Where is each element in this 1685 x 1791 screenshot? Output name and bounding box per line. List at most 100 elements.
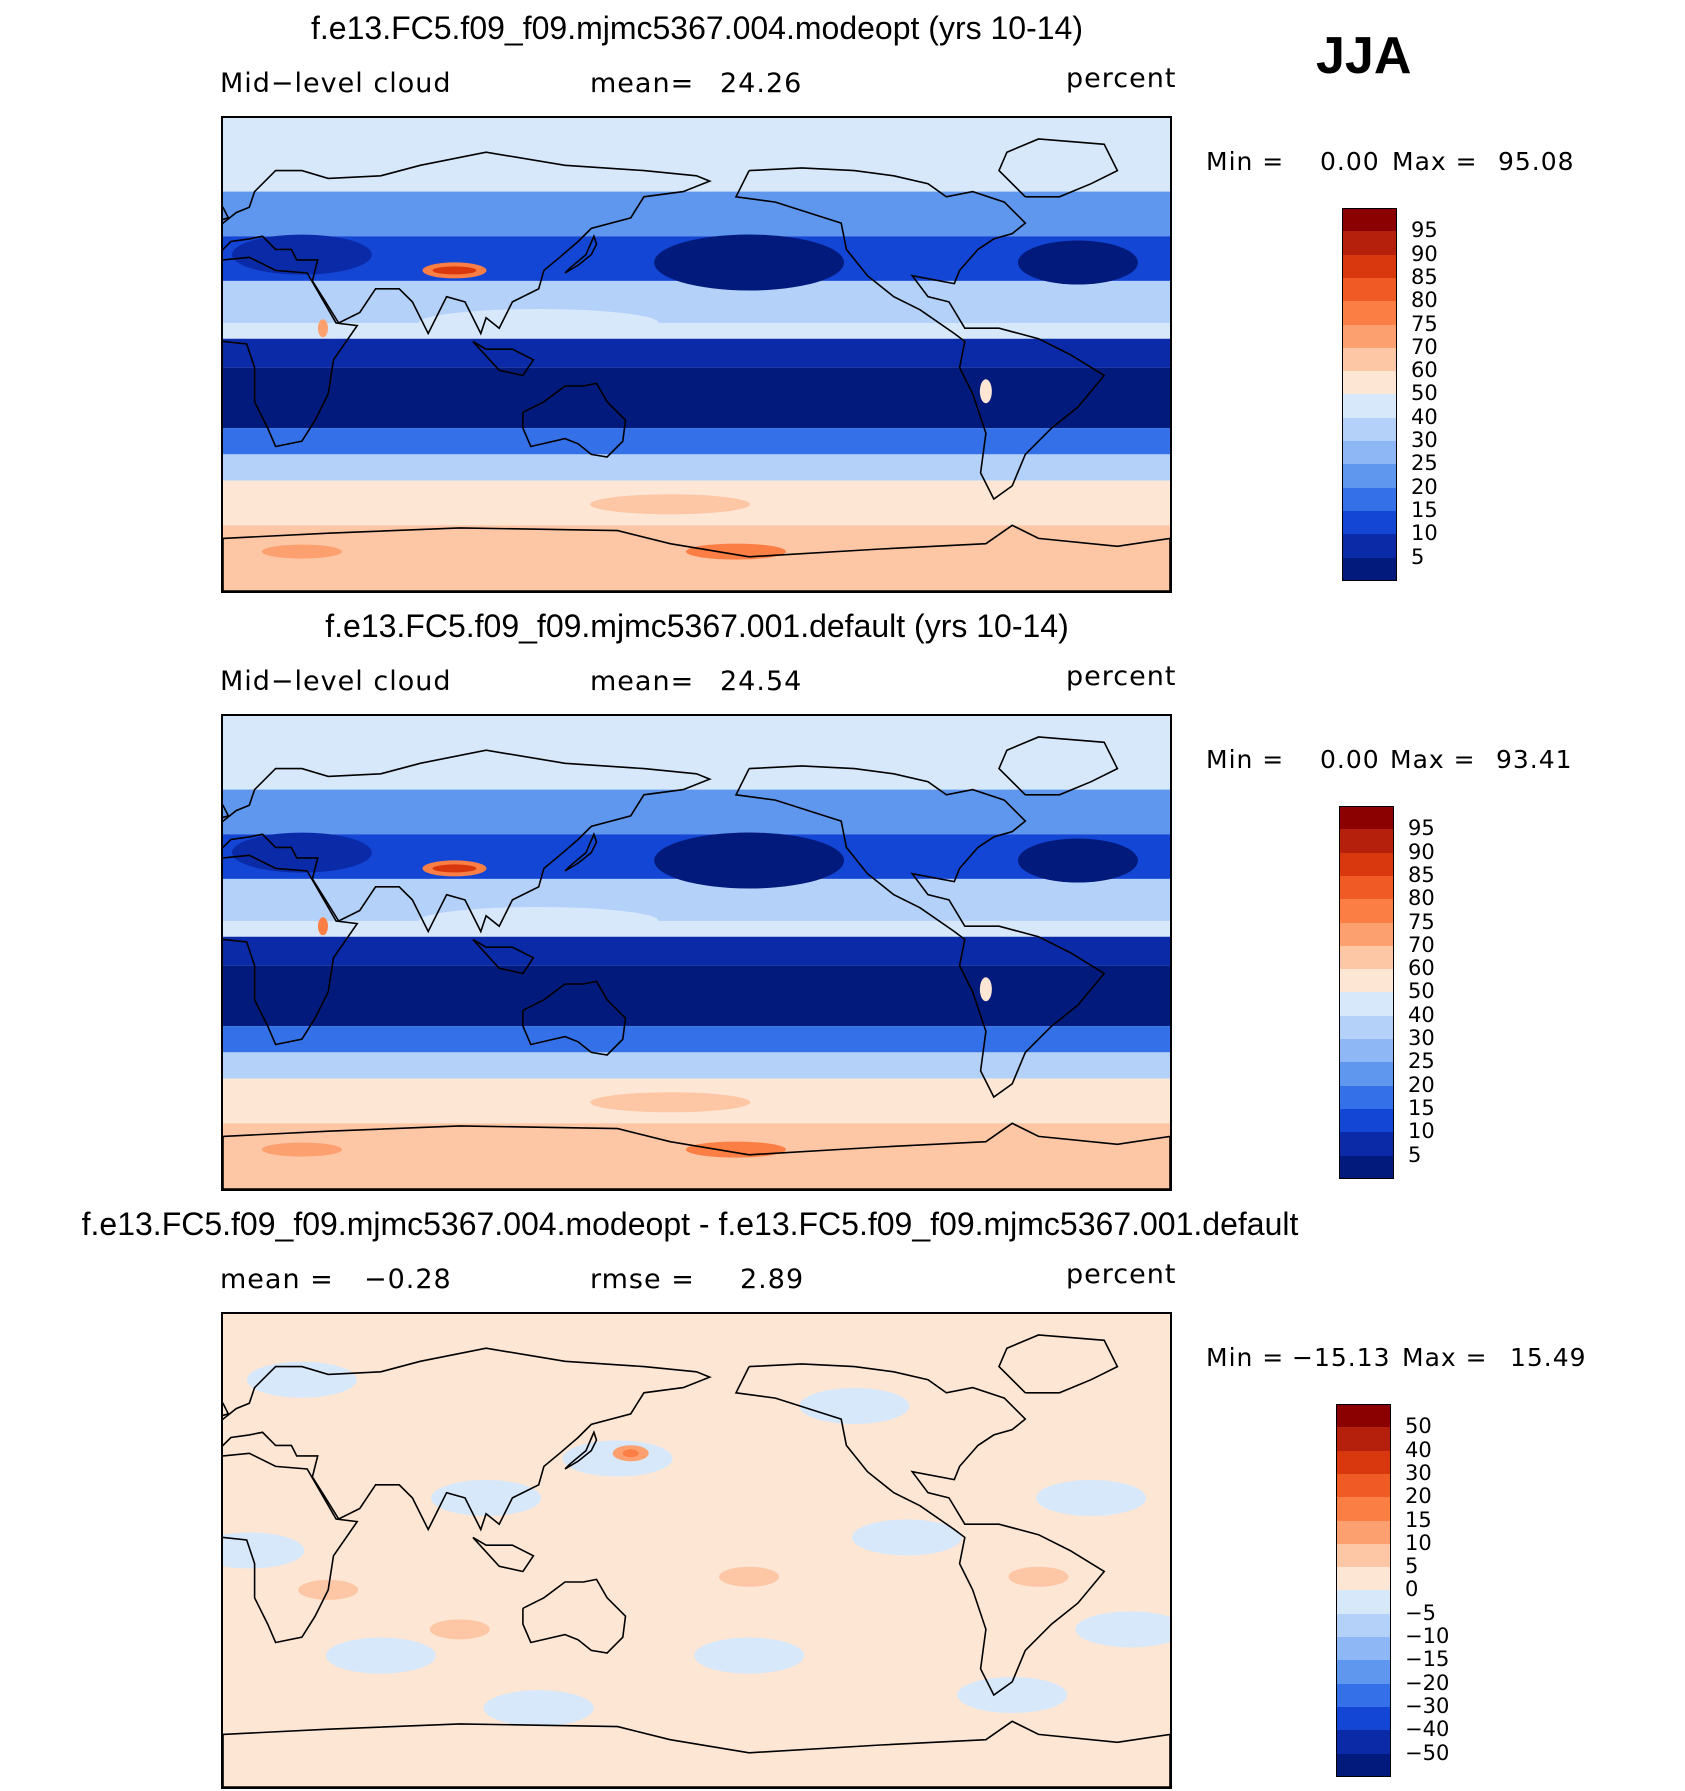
panel-2-colorbar-tick-label: 20: [1408, 1072, 1435, 1097]
field-band: [223, 118, 1170, 192]
field-high-cloud-region: [979, 977, 992, 1002]
panel-3-units: percent: [1066, 1259, 1177, 1290]
field-band: [223, 454, 1170, 481]
field-high-cloud-region: [685, 1141, 786, 1158]
panel-1-min-label: Min =: [1206, 147, 1285, 176]
coastline: [472, 340, 535, 377]
coastline: [223, 1402, 230, 1417]
panel-1-field: [223, 118, 1170, 591]
diff-positive-region: [622, 1449, 639, 1458]
coastline: [223, 524, 1170, 591]
panel-3-colorbar-tick-label: 40: [1405, 1437, 1432, 1462]
coastline: [522, 382, 627, 458]
panel-2-title: f.e13.FC5.f09_f09.mjmc5367.001.default (…: [325, 608, 1069, 644]
panel-3-title: f.e13.FC5.f09_f09.mjmc5367.004.modeopt -…: [81, 1206, 1299, 1242]
panel-3-max-label: Max =: [1402, 1343, 1488, 1372]
diff-negative-region: [957, 1677, 1068, 1714]
panel-2-max-value: 93.41: [1496, 745, 1573, 774]
field-band: [223, 280, 1170, 323]
panel-1-units: percent: [1066, 63, 1177, 94]
field-band: [223, 716, 1170, 790]
panel-2-colorbar-tick-label: 60: [1408, 956, 1435, 981]
coastline: [564, 234, 598, 274]
coastline: [223, 1122, 1170, 1189]
coastline: [223, 206, 230, 221]
diff-positive-region: [1008, 1566, 1069, 1587]
field-low-cloud-region: [231, 234, 372, 275]
coastline: [564, 1430, 598, 1470]
panel-3-min-value: −15.13: [1292, 1343, 1391, 1372]
panel-1-max-value: 95.08: [1498, 147, 1575, 176]
coastline: [223, 151, 712, 336]
panel-1-title: f.e13.FC5.f09_f09.mjmc5367.004.modeopt (…: [311, 10, 1083, 46]
panel-3-rmse-value: 2.89: [740, 1264, 805, 1295]
field-high-cloud-region: [979, 379, 992, 404]
field-low-cloud-region: [1017, 240, 1138, 285]
coastline: [522, 980, 627, 1056]
field-band: [223, 191, 1170, 237]
panel-3-map: [221, 1312, 1172, 1789]
panel-2-colorbar-tick-label: 5: [1408, 1142, 1422, 1167]
panel-1-colorbar-tick-label: 90: [1411, 241, 1438, 266]
coastline: [223, 1720, 1170, 1787]
diff-negative-region: [223, 1532, 305, 1569]
panel-3-colorbar-tick-label: 50: [1405, 1414, 1432, 1439]
panel-3-field: [223, 1314, 1170, 1787]
panel-1-map: [221, 116, 1172, 593]
panel-3-colorbar-tick-label: 10: [1405, 1530, 1432, 1555]
diff-positive-region: [429, 1619, 490, 1640]
panel-1-min-value: 0.00: [1320, 147, 1380, 176]
panel-3-colorbar-tick-label: −30: [1405, 1693, 1450, 1718]
panel-1-mean-label: mean=: [590, 68, 695, 99]
panel-1-mean-value: 24.26: [720, 68, 803, 99]
panel-2-mean-label: mean=: [590, 666, 695, 697]
panel-2-colorbar-tick-label: 70: [1408, 932, 1435, 957]
coastline: [734, 765, 1106, 1099]
panel-3-colorbar-tick-label: 30: [1405, 1460, 1432, 1485]
panel-1-colorbar-tick-label: 80: [1411, 288, 1438, 313]
season-label: JJA: [1316, 27, 1412, 85]
panel-2-max-label: Max =: [1390, 745, 1476, 774]
diff-negative-region: [325, 1637, 436, 1674]
panel-3-colorbar-frame: [1336, 1404, 1391, 1777]
field-band: [223, 428, 1170, 455]
panel-3-colorbar-tick-label: −20: [1405, 1670, 1450, 1695]
field-high-cloud-region: [261, 544, 342, 559]
coastline: [223, 749, 712, 934]
diff-background: [223, 1314, 1170, 1787]
field-high-cloud-region: [317, 917, 328, 936]
diff-negative-region: [694, 1637, 805, 1674]
diff-positive-region: [719, 1566, 780, 1587]
coastline: [998, 736, 1119, 796]
coastline: [223, 804, 230, 819]
field-band: [223, 936, 1170, 966]
panel-1-colorbar-tick-label: 50: [1411, 381, 1438, 406]
panel-2-colorbar-frame: [1339, 806, 1394, 1179]
panel-3-colorbar-tick-label: −15: [1405, 1647, 1450, 1672]
field-low-cloud-region: [231, 832, 372, 873]
panel-3-max-value: 15.49: [1510, 1343, 1587, 1372]
diff-negative-region: [1036, 1479, 1147, 1516]
panel-3-colorbar-tick-label: −50: [1405, 1740, 1450, 1765]
field-low-cloud-region: [654, 234, 845, 291]
panel-3-min-label: Min =: [1206, 1343, 1285, 1372]
diff-negative-region: [483, 1690, 594, 1727]
panel-3-colorbar-tick-label: 15: [1405, 1507, 1432, 1532]
panel-1-colorbar-tick-label: 95: [1411, 218, 1438, 243]
diff-negative-region: [851, 1519, 962, 1556]
panel-3-colorbar-tick-label: −5: [1405, 1600, 1436, 1625]
panel-3-colorbar-tick-label: −40: [1405, 1717, 1450, 1742]
field-band: [223, 1123, 1170, 1189]
coastline: [223, 854, 359, 1046]
panel-2-variable-label: Mid−level cloud: [220, 666, 452, 697]
coastline: [522, 1578, 627, 1654]
field-high-cloud-region: [432, 864, 477, 873]
coastline: [564, 832, 598, 872]
field-band: [223, 1052, 1170, 1079]
panel-2-colorbar-tick-label: 15: [1408, 1095, 1435, 1120]
field-band: [223, 878, 1170, 921]
panel-3-colorbar-tick-label: 5: [1405, 1554, 1419, 1579]
coastline: [223, 256, 359, 448]
field-high-cloud-region: [261, 1142, 342, 1157]
field-band: [223, 789, 1170, 835]
